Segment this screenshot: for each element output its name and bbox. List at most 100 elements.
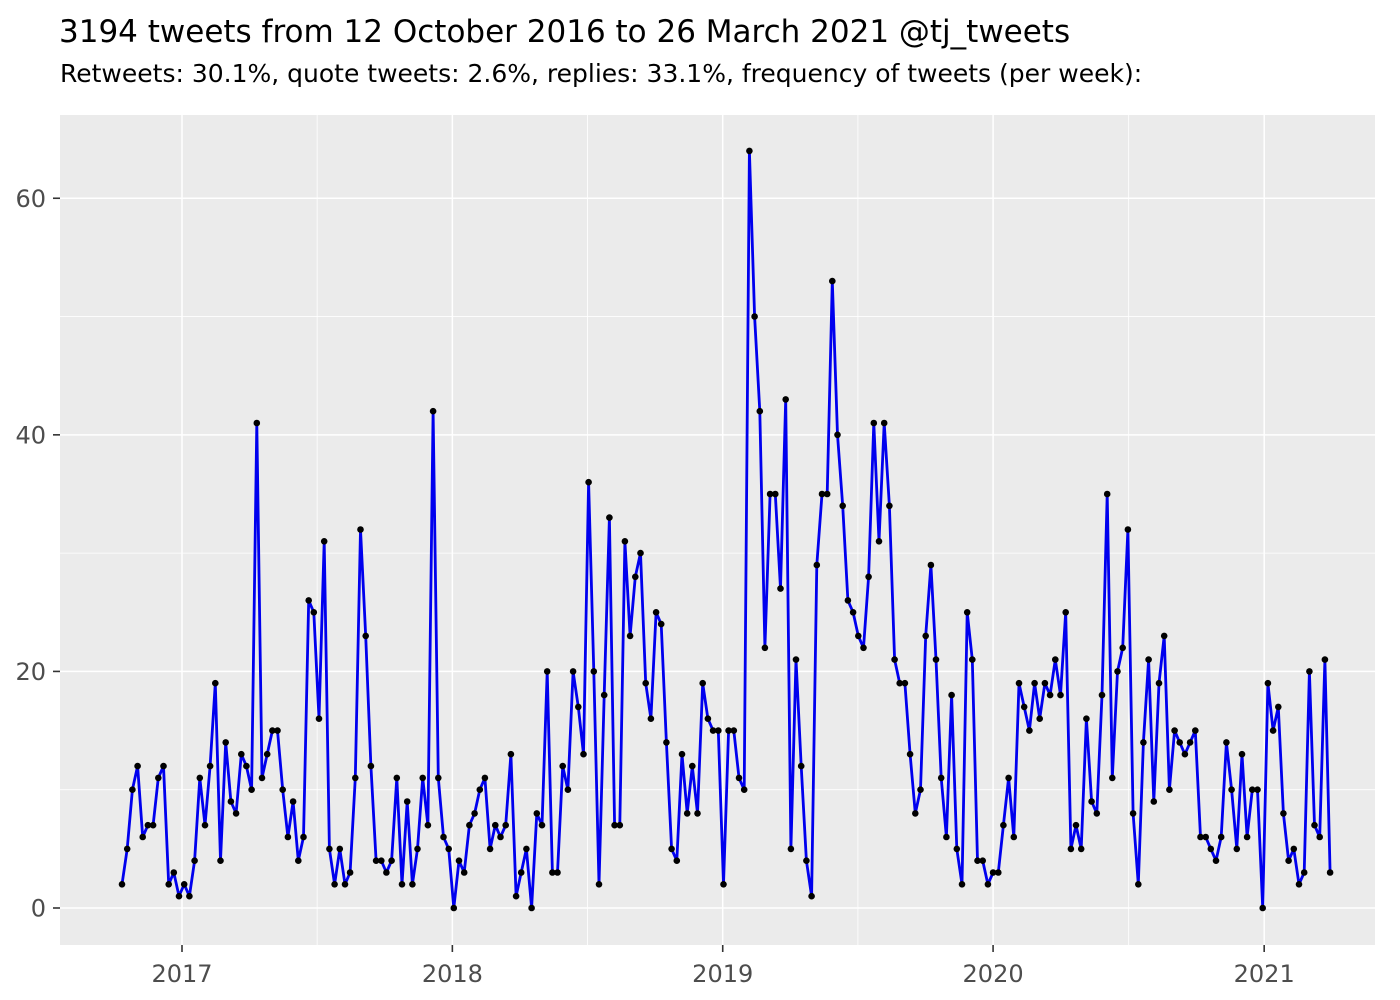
- data-point: [1269, 727, 1277, 734]
- data-point: [823, 490, 831, 498]
- data-point: [943, 833, 950, 841]
- data-point: [388, 857, 395, 864]
- data-point: [963, 609, 971, 616]
- data-point: [528, 904, 535, 912]
- data-point: [564, 786, 572, 793]
- data-point: [766, 490, 774, 498]
- data-point: [497, 833, 504, 841]
- data-point: [512, 892, 520, 900]
- data-point: [1062, 609, 1069, 616]
- data-point: [657, 620, 665, 628]
- data-point: [663, 739, 670, 746]
- data-point: [243, 762, 250, 770]
- data-point: [341, 881, 349, 888]
- data-point: [1202, 833, 1209, 841]
- data-point: [517, 869, 525, 876]
- data-point: [1155, 679, 1163, 687]
- data-point: [206, 762, 214, 770]
- data-point: [1129, 810, 1137, 817]
- data-point: [1010, 833, 1018, 841]
- data-point: [372, 857, 380, 864]
- data-point: [1057, 691, 1064, 699]
- data-point: [144, 821, 152, 829]
- data-point: [1067, 845, 1075, 853]
- tweets-per-week-points: [118, 147, 1334, 912]
- data-point: [689, 762, 696, 770]
- data-point: [258, 774, 266, 782]
- data-point: [912, 810, 919, 817]
- data-point: [466, 821, 473, 829]
- data-point: [383, 869, 390, 876]
- data-point: [1119, 644, 1126, 652]
- x-axis-label: 2019: [692, 960, 753, 988]
- data-point: [751, 313, 758, 320]
- data-point: [320, 538, 328, 545]
- data-point: [849, 609, 857, 616]
- data-point: [289, 798, 297, 805]
- data-point: [829, 277, 836, 285]
- data-point: [1228, 786, 1235, 793]
- data-point: [295, 857, 302, 864]
- data-point: [523, 845, 530, 853]
- data-point: [419, 774, 427, 782]
- data-point: [445, 845, 453, 853]
- data-point: [860, 644, 867, 652]
- data-point: [160, 762, 167, 770]
- data-point: [362, 632, 370, 640]
- data-point: [559, 762, 566, 770]
- data-point: [1259, 904, 1266, 912]
- data-point: [1326, 869, 1334, 876]
- data-point: [1026, 727, 1033, 734]
- data-point: [761, 644, 769, 652]
- data-point: [1046, 691, 1054, 699]
- data-point: [694, 810, 701, 817]
- chart-title: 3194 tweets from 12 October 2016 to 26 M…: [59, 14, 1071, 50]
- data-point: [989, 869, 997, 876]
- data-point: [906, 750, 914, 758]
- data-point: [1088, 798, 1095, 805]
- data-point: [455, 857, 463, 864]
- data-point: [880, 419, 888, 427]
- data-point: [217, 857, 224, 864]
- data-point: [1207, 845, 1215, 853]
- data-point: [575, 703, 582, 711]
- data-point: [201, 821, 209, 829]
- data-point: [1098, 691, 1106, 699]
- data-point: [1072, 821, 1080, 829]
- data-point: [554, 869, 561, 876]
- data-point: [668, 845, 675, 853]
- data-point: [403, 798, 411, 805]
- data-point: [435, 774, 442, 782]
- data-point: [149, 821, 157, 829]
- data-point: [336, 845, 344, 853]
- data-point: [580, 750, 587, 758]
- data-point: [222, 739, 229, 746]
- axis-ticks: [53, 197, 1265, 952]
- tweets-per-week-line: [120, 149, 1332, 910]
- data-point: [1238, 750, 1246, 758]
- data-point: [476, 786, 484, 793]
- data-point: [1083, 715, 1090, 722]
- data-point: [803, 857, 810, 864]
- data-point: [585, 478, 592, 486]
- data-point: [238, 750, 245, 758]
- data-point: [1316, 833, 1323, 841]
- data-point: [1290, 845, 1298, 853]
- data-point: [248, 786, 255, 793]
- data-point: [958, 881, 966, 888]
- data-point: [808, 892, 815, 900]
- x-axis-label: 2017: [151, 960, 212, 988]
- data-point: [398, 881, 406, 888]
- data-point: [429, 407, 437, 415]
- data-point: [440, 833, 447, 841]
- data-point: [1217, 833, 1225, 841]
- data-point: [155, 774, 162, 782]
- data-point: [134, 762, 141, 770]
- data-point: [932, 656, 940, 663]
- data-point: [367, 762, 375, 770]
- data-point: [626, 632, 634, 640]
- data-point: [1077, 845, 1085, 853]
- panel-background: [60, 115, 1375, 945]
- data-point: [1275, 703, 1282, 711]
- data-point: [1295, 881, 1303, 888]
